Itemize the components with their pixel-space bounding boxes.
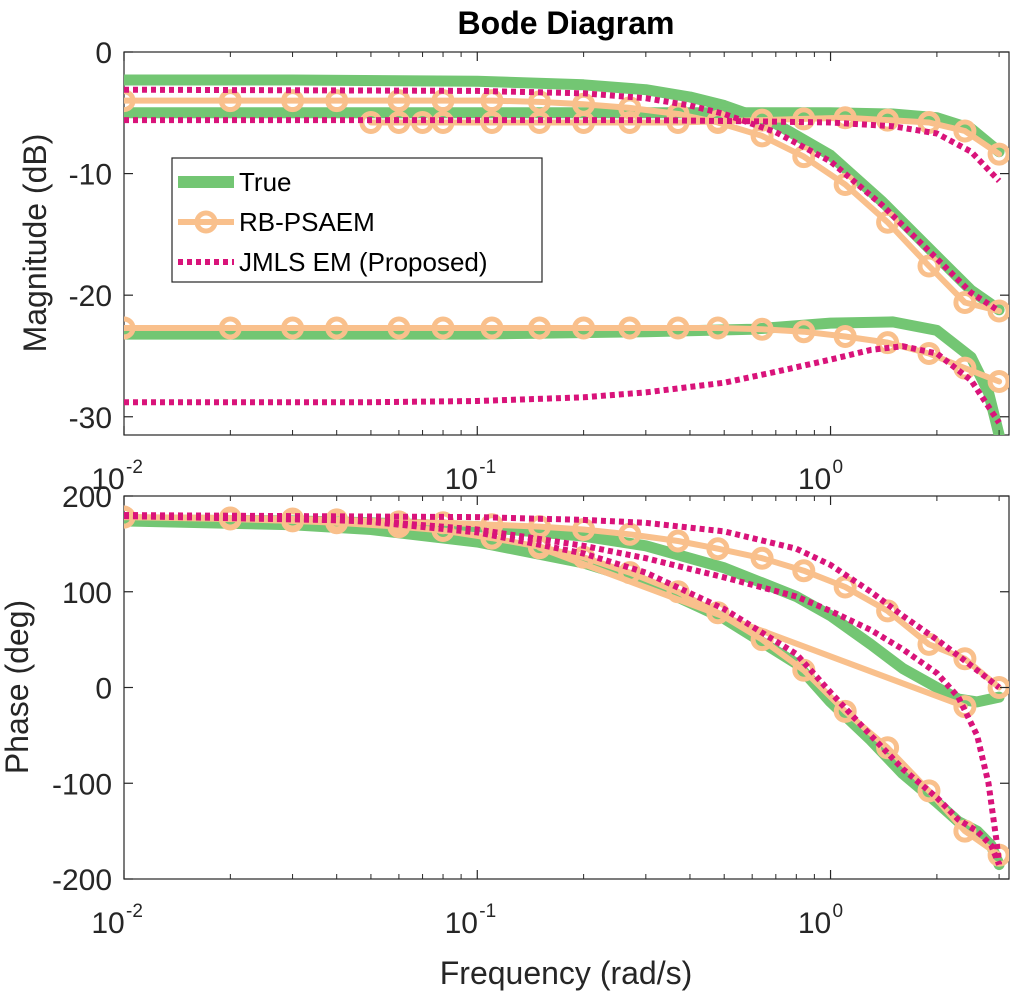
mag-ytick-label-0: 0 (95, 37, 112, 70)
mag-series-line-7 (124, 117, 1002, 183)
mag-series-4-marker-13 (876, 108, 900, 132)
mag-xtick-label-1: 10 (445, 463, 478, 496)
phase-series-2-marker-13 (792, 559, 816, 583)
mag-series-5-marker-5 (431, 316, 455, 340)
magnitude-ylabel: Magnitude (dB) (17, 134, 53, 353)
phase-series-2-marker-12 (750, 546, 774, 570)
mag-series-5-marker-15 (876, 331, 900, 355)
phase-ytick-label-1: 100 (62, 577, 112, 610)
phase-series-3-marker-16 (917, 779, 941, 803)
mag-series-3-marker-0 (124, 89, 136, 113)
legend-marker-rbpsaem (194, 210, 218, 234)
phase-series-line-7 (124, 513, 1003, 865)
mag-series-5-marker-18 (987, 370, 1009, 393)
phase-series-2-marker-10 (666, 529, 690, 553)
phase-series-2-marker-6 (480, 513, 504, 537)
mag-series-5-marker-9 (618, 316, 642, 340)
mag-series-3-marker-1 (218, 89, 242, 113)
magnitude-axes-frame (123, 51, 1010, 436)
phase-series-2-marker-11 (706, 537, 730, 561)
phase-series-3-marker-1 (218, 507, 242, 531)
mag-series-4-marker-11 (792, 107, 816, 131)
mag-xtick-exponent-0: -2 (126, 457, 143, 478)
mag-series-line-5 (124, 325, 1003, 385)
mag-series-5-marker-14 (833, 325, 857, 348)
mag-series-5-marker-1 (218, 316, 242, 340)
mag-ytick-label-1: -10 (69, 159, 112, 192)
phase-ytick-label-3: -100 (52, 768, 112, 801)
phase-series-2-marker-17 (953, 647, 977, 671)
phase-series-line-3 (124, 514, 1003, 859)
phase-xtick-label-1: 10 (445, 907, 478, 940)
mag-series-3-marker-3 (325, 89, 349, 113)
mag-series-line-8 (124, 343, 1002, 425)
mag-series-5-marker-4 (387, 316, 411, 340)
phase-series-line-4 (536, 544, 968, 710)
phase-series-group (124, 505, 1009, 871)
mag-series-4-marker-8 (666, 111, 690, 134)
mag-series-4-marker-4 (480, 111, 504, 134)
phase-ylabel: Phase (deg) (0, 600, 35, 774)
mag-ytick-label-3: -30 (69, 402, 112, 435)
phase-series-line-0 (124, 514, 1005, 708)
phase-series-line-2 (124, 514, 1003, 691)
legend-label-jmls: JMLS EM (Proposed) (239, 247, 488, 277)
phase-series-3-marker-3 (325, 511, 349, 535)
mag-series-3-marker-2 (281, 89, 305, 113)
phase-ytick-label-4: -200 (52, 864, 112, 897)
mag-series-3-marker-6 (480, 89, 504, 113)
phase-series-line-1 (124, 515, 1005, 871)
phase-ytick-label-2: 0 (95, 673, 112, 706)
phase-series-line-5 (124, 512, 1001, 690)
mag-series-4-marker-16 (987, 142, 1009, 166)
phase-xtick-exponent-0: -2 (126, 901, 143, 922)
phase-xtick-exponent-1: -1 (479, 901, 496, 922)
mag-series-3-marker-16 (917, 254, 941, 278)
phase-xtick-label-0: 10 (91, 907, 124, 940)
mag-series-5-marker-11 (706, 316, 730, 340)
mag-xtick-label-2: 10 (798, 463, 831, 496)
mag-series-3-marker-17 (953, 291, 977, 314)
mag-xtick-exponent-2: 0 (833, 457, 844, 478)
phase-xtick-label-2: 10 (798, 907, 831, 940)
mag-series-line-0 (124, 74, 1005, 316)
mag-series-5-marker-17 (953, 356, 977, 380)
mag-series-5-marker-13 (792, 320, 816, 344)
mag-series-5-marker-7 (528, 316, 551, 340)
chart-title: Bode Diagram (458, 5, 675, 41)
mag-series-5-marker-3 (325, 316, 349, 340)
mag-series-5-marker-6 (480, 316, 504, 340)
mag-ytick-label-2: -20 (69, 280, 112, 313)
phase-series-3-marker-2 (281, 509, 305, 533)
phase-series-line-6 (124, 512, 1002, 866)
mag-series-5-marker-8 (572, 316, 596, 340)
mag-series-5-marker-12 (750, 317, 774, 341)
phase-series-2-marker-9 (618, 522, 642, 546)
frequency-xlabel: Frequency (rad/s) (440, 955, 693, 991)
mag-series-5-marker-0 (124, 316, 136, 340)
legend: True RB-PSAEM JMLS EM (Proposed) (171, 157, 543, 283)
phase-series-3-marker-14 (833, 699, 857, 723)
phase-xtick-exponent-2: 0 (833, 901, 844, 922)
mag-series-4-marker-15 (953, 119, 977, 143)
phase-series-2-marker-16 (917, 632, 941, 656)
mag-series-4-marker-12 (833, 106, 857, 130)
legend-label-true: True (239, 167, 292, 197)
mag-series-line-3 (124, 97, 1003, 314)
mag-series-3-marker-18 (987, 299, 1009, 323)
mag-xtick-exponent-1: -1 (479, 457, 496, 478)
mag-series-5-marker-10 (666, 316, 690, 340)
mag-xtick-label-0: 10 (91, 463, 124, 496)
phase-ytick-label-0: 200 (62, 481, 112, 514)
magnitude-series-group (124, 74, 1009, 435)
mag-series-5-marker-2 (281, 316, 305, 340)
legend-label-rbpsaem: RB-PSAEM (239, 207, 375, 237)
mag-series-line-6 (124, 86, 1001, 314)
